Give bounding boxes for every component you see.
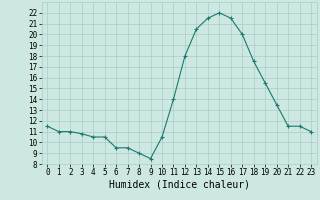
X-axis label: Humidex (Indice chaleur): Humidex (Indice chaleur) xyxy=(109,180,250,190)
